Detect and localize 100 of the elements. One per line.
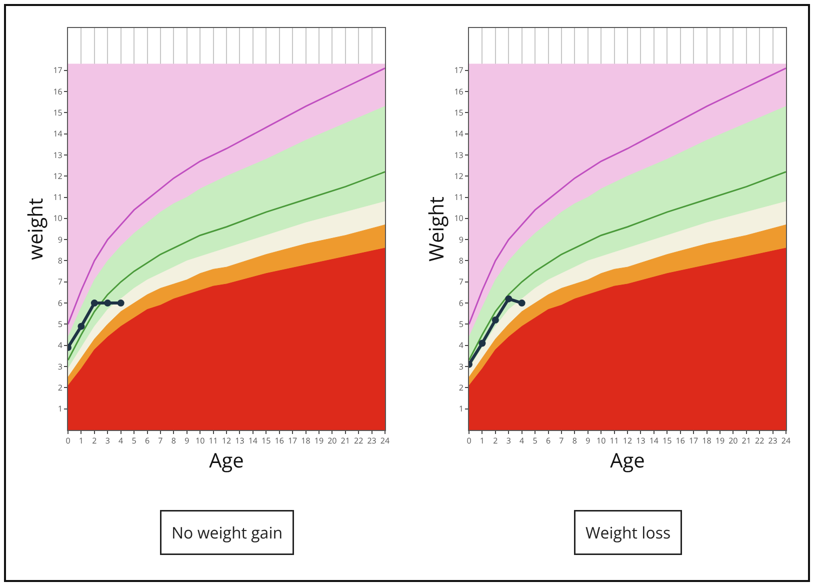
x-axis-title: Age (209, 446, 244, 474)
x-tick-label: 1 (480, 436, 484, 447)
y-axis-title: Weight (422, 196, 450, 262)
y-tick-label: 15 (53, 107, 63, 118)
y-tick-label: 11 (454, 192, 464, 204)
y-tick-label: 11 (53, 192, 62, 204)
point (104, 300, 112, 307)
x-tick-label: 9 (586, 436, 591, 447)
point (492, 316, 499, 324)
x-tick-label: 10 (596, 436, 606, 447)
x-axis-title: Age (610, 446, 645, 474)
x-tick-label: 17 (288, 436, 298, 447)
y-tick-label: 3 (458, 361, 464, 372)
y-tick-label: 2 (58, 382, 63, 394)
y-tick-label: 15 (454, 107, 464, 118)
x-tick-label: 13 (636, 436, 646, 447)
x-tick-label: 17 (688, 436, 699, 447)
y-axis-title: weight (22, 198, 49, 260)
point (478, 340, 486, 347)
x-tick-label: 2 (92, 436, 98, 447)
y-tick-label: 1 (458, 404, 464, 415)
x-tick-label: 18 (702, 436, 712, 447)
y-tick-label: 14 (454, 128, 464, 140)
point (505, 295, 512, 302)
y-tick-label: 1 (58, 404, 62, 415)
y-tick-label: 10 (454, 213, 464, 224)
x-tick-label: 9 (184, 436, 190, 447)
y-tick-label: 7 (458, 276, 464, 288)
x-tick-label: 2 (493, 436, 498, 447)
x-tick-label: 1 (78, 436, 84, 447)
x-tick-label: 11 (208, 436, 218, 447)
x-tick-label: 21 (742, 436, 751, 447)
x-tick-label: 12 (622, 436, 632, 447)
y-tick-label: 17 (454, 65, 464, 76)
point (90, 300, 98, 307)
x-tick-label: 16 (274, 436, 284, 447)
x-tick-label: 24 (781, 436, 791, 447)
x-tick-label: 20 (328, 436, 338, 447)
x-tick-label: 8 (171, 436, 176, 447)
y-tick-label: 5 (458, 319, 464, 330)
x-tick-label: 13 (235, 436, 245, 447)
y-tick-label: 16 (53, 86, 63, 98)
y-tick-label: 12 (454, 170, 464, 182)
x-tick-label: 12 (222, 436, 232, 447)
text: No weight gain (172, 522, 283, 544)
x-tick-label: 5 (532, 436, 538, 447)
y-tick-label: 8 (58, 256, 63, 267)
point (117, 300, 124, 307)
x-tick-label: 7 (158, 436, 164, 447)
y-tick-label: 4 (58, 340, 63, 352)
y-tick-label: 2 (458, 382, 464, 394)
line-series (68, 67, 385, 325)
x-tick-label: 6 (546, 436, 551, 447)
x-tick-label: 22 (354, 436, 364, 447)
x-tick-label: 7 (559, 436, 564, 447)
x-tick-label: 0 (466, 436, 472, 447)
line-series (68, 171, 385, 361)
x-tick-label: 14 (649, 436, 659, 447)
y-tick-label: 4 (458, 340, 464, 352)
y-tick-label: 12 (53, 170, 63, 182)
x-tick-label: 23 (768, 436, 778, 447)
x-tick-label: 11 (610, 436, 619, 447)
line-series (469, 67, 786, 325)
x-tick-label: 4 (118, 436, 124, 447)
y-tick-label: 3 (58, 361, 63, 372)
x-tick-label: 15 (262, 436, 272, 447)
x-tick-label: 6 (144, 436, 150, 447)
x-tick-label: 22 (755, 436, 765, 447)
x-tick-label: 19 (314, 436, 324, 447)
y-tick-label: 9 (458, 234, 464, 246)
point (518, 300, 526, 307)
y-tick-label: 9 (58, 234, 63, 246)
text: Weight loss (586, 522, 671, 544)
x-tick-label: 16 (676, 436, 686, 447)
x-tick-label: 3 (105, 436, 110, 447)
y-tick-label: 5 (58, 319, 63, 330)
y-tick-label: 7 (58, 276, 63, 288)
x-tick-label: 8 (572, 436, 578, 447)
y-tick-label: 17 (53, 65, 63, 76)
x-tick-label: 19 (715, 436, 725, 447)
x-tick-label: 10 (196, 436, 206, 447)
x-tick-label: 4 (520, 436, 525, 447)
y-tick-label: 16 (454, 86, 464, 98)
x-tick-label: 5 (132, 436, 137, 447)
y-tick-label: 10 (53, 213, 63, 224)
x-tick-label: 24 (380, 436, 390, 447)
x-tick-label: 14 (248, 436, 258, 447)
x-tick-label: 15 (662, 436, 672, 447)
x-tick-label: 21 (340, 436, 350, 447)
point (78, 322, 85, 330)
x-tick-label: 3 (506, 436, 512, 447)
y-tick-label: 6 (458, 298, 464, 309)
y-tick-label: 13 (454, 150, 464, 161)
x-tick-label: 0 (66, 436, 71, 447)
y-tick-label: 6 (58, 298, 63, 309)
y-tick-label: 13 (53, 150, 63, 161)
x-tick-label: 20 (728, 436, 738, 447)
x-tick-label: 18 (301, 436, 311, 447)
x-tick-label: 23 (367, 436, 377, 447)
y-tick-label: 8 (458, 256, 464, 267)
